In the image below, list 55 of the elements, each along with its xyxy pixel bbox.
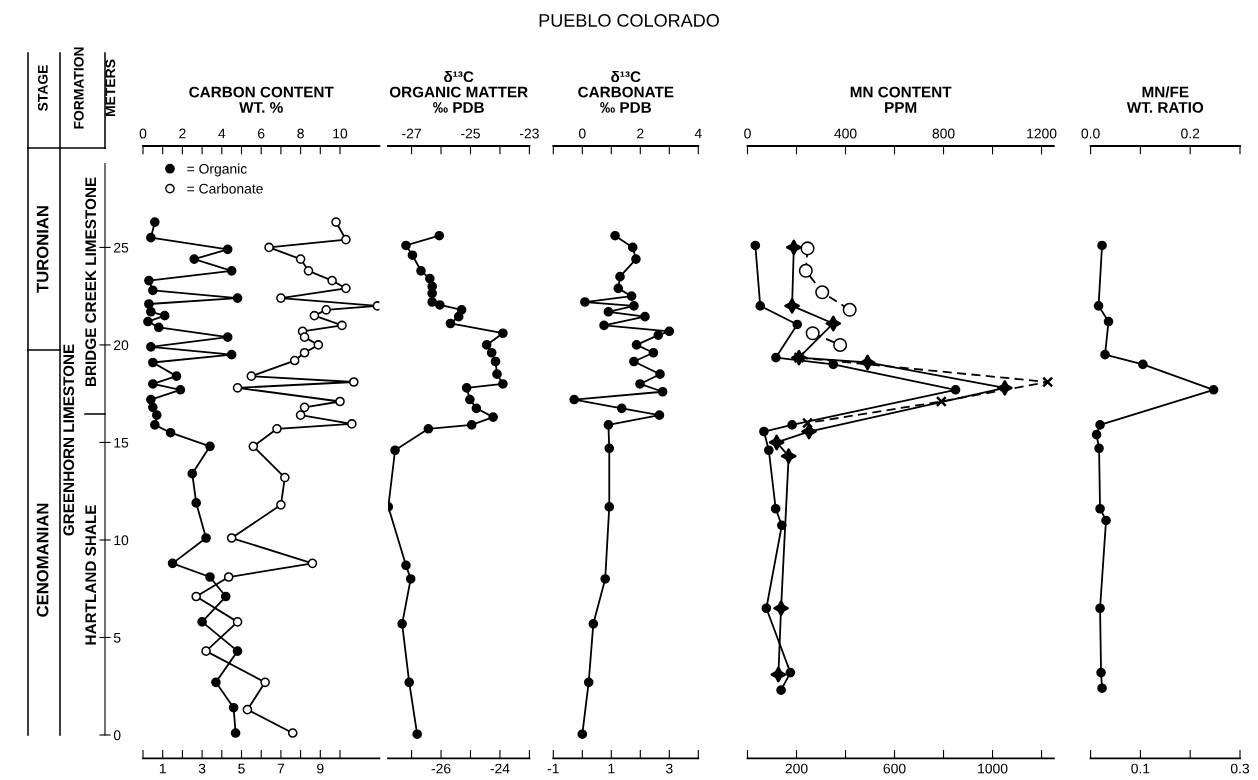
x2-tick-label: -27: [402, 128, 421, 139]
x-tick-label: 600: [883, 763, 906, 774]
y-tick-label: 10: [114, 535, 129, 546]
x2-tick-label: 0: [139, 128, 147, 139]
chart-title: MN/FE WT. RATIO: [1126, 86, 1204, 113]
y-tick-label: 0: [113, 730, 121, 741]
x-tick-label: 5: [238, 763, 245, 774]
y-tick-label: 15: [114, 437, 129, 448]
chart-title: δ¹³C CARBONATE ‰ PDB: [578, 70, 674, 113]
x-tick-label: -1: [547, 763, 559, 774]
x2-tick-label: 0.0: [1081, 128, 1100, 139]
x2-tick-label: -23: [519, 128, 539, 139]
text: STAGE: [37, 65, 48, 112]
text: CENOMANIAN: [36, 503, 49, 617]
text: PUEBLO COLORADO: [539, 14, 719, 27]
x-tick-label: -24: [490, 763, 510, 774]
x2-tick-label: 0: [578, 128, 586, 139]
x2-tick-label: 8: [297, 128, 304, 139]
x2-tick-label: 6: [258, 128, 265, 139]
x-tick-label: 3: [665, 763, 673, 774]
x2-tick-label: 0.2: [1181, 128, 1200, 139]
x2-tick-label: 10: [333, 128, 348, 139]
x-tick-label: 1: [608, 763, 615, 774]
y-axis-title: METERS: [105, 59, 116, 117]
text: BRIDGE CREEK LIMESTONE: [85, 177, 97, 387]
x2-tick-label: 400: [834, 128, 857, 139]
x2-tick-label: -25: [461, 128, 480, 139]
x2-tick-label: 800: [932, 128, 955, 139]
text: GREENHORN LIMESTONE: [63, 344, 75, 536]
x-tick-label: 0.1: [1131, 763, 1150, 774]
y-tick-label: 25: [114, 242, 129, 253]
x-tick-label: 200: [785, 763, 808, 774]
chart-title: δ¹³C ORGANIC MATTER ‰ PDB: [389, 70, 528, 113]
x-tick-label: 1: [159, 763, 166, 774]
x2-tick-label: 0: [744, 128, 751, 139]
x-tick-label: 3: [198, 763, 206, 774]
x-tick-label: 0.3: [1230, 763, 1250, 774]
legend-label: = Carbonate: [187, 183, 263, 194]
text: HARTLAND SHALE: [85, 505, 97, 645]
x-tick-label: 9: [317, 763, 324, 774]
x2-tick-label: 1200: [1027, 128, 1057, 139]
chart-title: CARBON CONTENT WT. %: [189, 86, 334, 113]
x-tick-label: 1000: [978, 763, 1008, 774]
y-tick-label: 20: [114, 340, 129, 351]
chart-title: MN CONTENT PPM: [850, 86, 952, 113]
x-tick-label: -26: [431, 763, 451, 774]
x-tick-label: 7: [277, 763, 285, 774]
x2-tick-label: 4: [218, 128, 226, 139]
text: FORMATION: [73, 47, 84, 129]
y-tick-label: 5: [113, 632, 121, 643]
text: TURONIAN: [36, 206, 49, 293]
x2-tick-label: 4: [694, 128, 702, 139]
legend-label: = Organic: [187, 163, 247, 177]
x2-tick-label: 2: [179, 128, 186, 139]
x2-tick-label: 2: [637, 128, 644, 139]
